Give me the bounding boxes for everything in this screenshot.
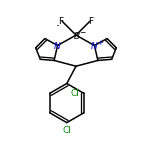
Text: F: F	[59, 17, 64, 26]
Text: .: .	[55, 16, 60, 29]
Text: +: +	[97, 40, 103, 46]
Text: $B$: $B$	[73, 30, 81, 41]
Text: Cl: Cl	[62, 126, 71, 135]
Text: $N$: $N$	[90, 40, 99, 51]
Text: $N$: $N$	[53, 40, 62, 51]
Text: −: −	[79, 28, 86, 37]
Text: Cl: Cl	[70, 89, 79, 98]
Text: F: F	[88, 17, 93, 26]
